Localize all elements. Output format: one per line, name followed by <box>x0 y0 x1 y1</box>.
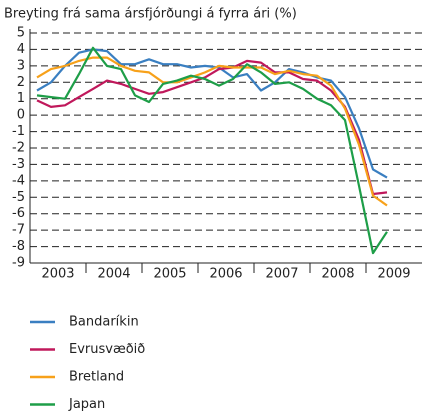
y-tick-label: -7 <box>12 223 25 238</box>
y-tick-label: -6 <box>12 206 25 221</box>
x-tick-label: 2008 <box>321 267 354 282</box>
chart-title: Breyting frá sama ársfjórðungi á fyrra á… <box>4 7 297 22</box>
y-tick-label: -9 <box>12 256 25 271</box>
y-tick-label: 4 <box>17 42 25 57</box>
series-line <box>36 46 388 255</box>
y-tick-label: -2 <box>12 141 25 156</box>
y-tick-label: 2 <box>17 75 25 90</box>
x-tick-label: 2007 <box>265 267 298 282</box>
legend-label: Bandaríkin <box>69 315 139 330</box>
y-tick-label: 1 <box>17 91 25 106</box>
y-tick-label: -4 <box>12 173 25 188</box>
y-tick-label: -5 <box>12 190 25 205</box>
series-line <box>36 56 388 207</box>
x-tick-label: 2005 <box>153 267 186 282</box>
y-tick-label: -3 <box>12 157 25 172</box>
legend-label: Japan <box>68 397 105 411</box>
y-tick-label: 0 <box>17 108 25 123</box>
series-line <box>36 59 388 196</box>
legend-label: Evrusvæðið <box>69 342 145 357</box>
y-tick-label: -8 <box>12 239 25 254</box>
x-tick-label: 2009 <box>377 267 410 282</box>
legend-label: Bretland <box>69 370 124 385</box>
y-tick-label: -1 <box>12 124 25 139</box>
x-tick-label: 2003 <box>41 267 74 282</box>
x-tick-label: 2004 <box>97 267 130 282</box>
y-tick-label: 5 <box>17 26 25 41</box>
x-tick-label: 2006 <box>209 267 242 282</box>
y-tick-label: 3 <box>17 58 25 73</box>
